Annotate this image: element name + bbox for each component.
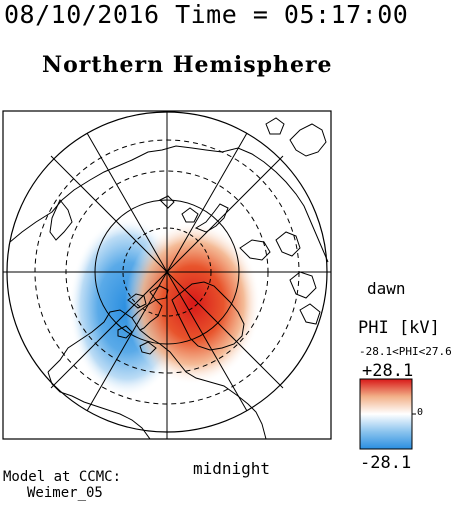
hemisphere-title: Northern Hemisphere — [42, 52, 333, 78]
coastlines — [9, 117, 329, 439]
colorbar-zero-label: 0 — [417, 407, 424, 418]
map-frame — [2, 110, 332, 440]
date-time-title: 08/10/2016 Time = 05:17:00 — [4, 0, 409, 29]
colorbar-title: PHI [kV] — [358, 318, 440, 338]
model-credit-line2: Weimer_05 — [27, 485, 103, 501]
colorbar-max-label: +28.1 — [362, 361, 414, 381]
dawn-label: dawn — [367, 279, 406, 298]
meridian-line — [86, 132, 248, 412]
model-credit-line1: Model at CCMC: — [3, 469, 122, 485]
midnight-label: midnight — [193, 459, 271, 478]
colorbar-range: -28.1<PHI<27.6 — [359, 345, 452, 358]
colorbar-min-label: -28.1 — [360, 453, 412, 473]
colorbar — [359, 378, 413, 450]
